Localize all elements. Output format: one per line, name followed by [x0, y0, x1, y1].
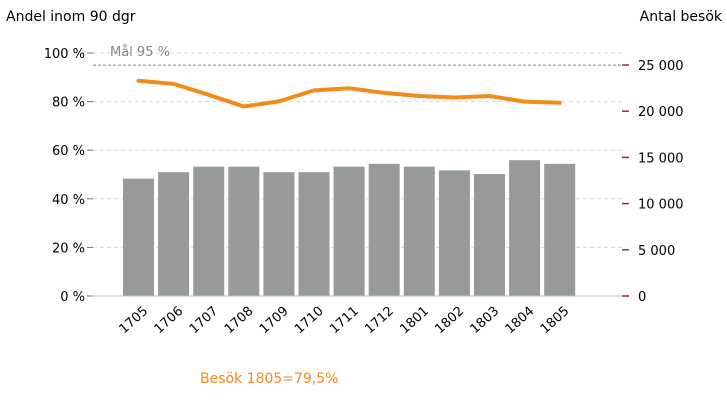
right-tick-label: 20 000 — [638, 105, 684, 120]
left-tick-label: 80 % — [52, 96, 85, 111]
x-tick-label: 1707 — [187, 304, 222, 337]
bar-1708 — [228, 167, 259, 296]
bar-1805 — [544, 164, 575, 296]
bar-1711 — [334, 167, 365, 296]
left-tick-label: 100 % — [44, 47, 85, 62]
x-tick-label: 1711 — [327, 304, 362, 337]
x-tick-label: 1708 — [222, 304, 257, 337]
x-tick-label: 1804 — [503, 304, 538, 337]
right-tick-label: 5 000 — [638, 244, 675, 259]
x-tick-label: 1803 — [468, 304, 503, 337]
x-tick-label: 1706 — [152, 304, 187, 337]
left-tick-label: 0 % — [60, 290, 85, 305]
x-tick-label: 1802 — [432, 304, 467, 337]
right-axis-title: Antal besök — [640, 9, 723, 25]
bar-1712 — [369, 164, 400, 296]
right-tick-label: 25 000 — [638, 59, 684, 74]
series-line-share — [139, 81, 560, 107]
bar-layer — [123, 160, 575, 296]
x-tick-label: 1705 — [117, 304, 152, 337]
goal-label: Mål 95 % — [110, 45, 170, 60]
line-layer — [138, 81, 559, 107]
left-axis-title: Andel inom 90 dgr — [6, 9, 136, 25]
bar-1706 — [158, 172, 189, 296]
left-tick-label: 40 % — [52, 193, 85, 208]
bar-1705 — [123, 179, 154, 296]
footnote: Besök 1805=79,5% — [200, 371, 338, 387]
bar-1707 — [193, 167, 224, 296]
left-tick-label: 60 % — [52, 144, 85, 159]
x-tick-label: 1709 — [257, 304, 292, 337]
right-tick-label: 0 — [638, 290, 646, 305]
right-tick-label: 15 000 — [638, 151, 684, 166]
x-tick-label: 1801 — [397, 304, 432, 337]
bar-1804 — [509, 160, 540, 296]
bar-1801 — [404, 167, 435, 296]
bar-1709 — [263, 172, 294, 296]
bar-1710 — [299, 172, 330, 296]
bar-1803 — [474, 174, 505, 296]
bar-1802 — [439, 170, 470, 296]
x-tick-label: 1712 — [362, 304, 397, 337]
right-tick-label: 10 000 — [638, 198, 684, 213]
x-tick-label: 1710 — [292, 304, 327, 337]
x-tick-label: 1805 — [538, 304, 573, 337]
left-tick-label: 20 % — [52, 241, 85, 256]
